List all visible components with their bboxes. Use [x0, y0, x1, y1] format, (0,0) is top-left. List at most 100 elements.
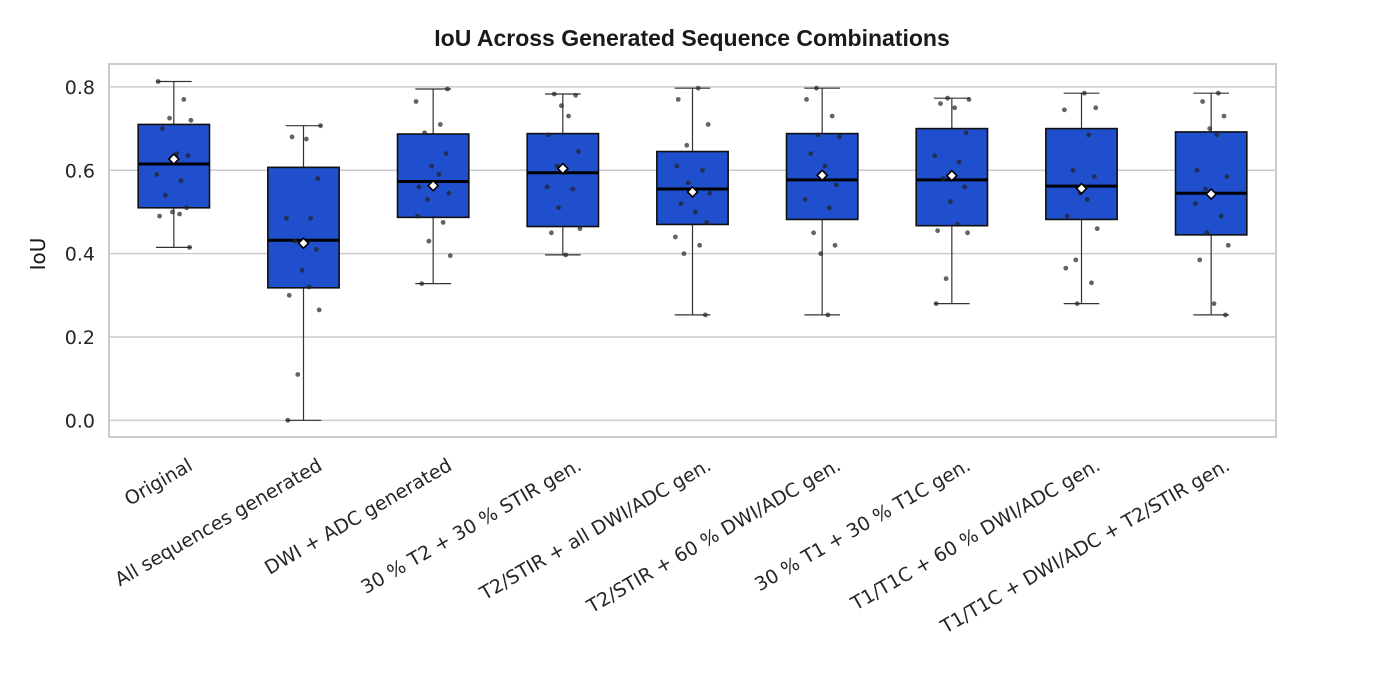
x-tick-label: 30 % T2 + 30 % STIR gen. — [357, 454, 585, 598]
data-point — [157, 213, 162, 219]
data-point — [292, 238, 298, 244]
data-point — [1074, 301, 1080, 307]
data-point — [829, 113, 835, 119]
iqr-box — [785, 132, 859, 221]
data-point — [804, 97, 809, 102]
data-point — [943, 276, 949, 282]
data-point — [702, 312, 708, 318]
data-point — [952, 105, 958, 111]
box-group — [1045, 90, 1118, 307]
x-tick-label: T2/STIR + 60 % DWI/ADC gen. — [582, 454, 844, 618]
data-point — [443, 151, 449, 157]
data-point — [945, 95, 950, 101]
data-point — [938, 101, 943, 106]
data-point — [955, 222, 960, 227]
data-point — [436, 172, 442, 177]
iqr-box — [137, 123, 211, 209]
data-point — [832, 242, 838, 248]
chart-title: IoU Across Generated Sequence Combinatio… — [434, 25, 950, 51]
data-point — [185, 153, 191, 159]
iqr-box — [1174, 131, 1248, 236]
data-point — [570, 186, 576, 192]
data-point — [940, 176, 946, 182]
mean-marker — [556, 162, 569, 175]
data-point — [426, 238, 432, 244]
data-point — [1084, 197, 1090, 202]
data-point — [1089, 280, 1094, 286]
x-tick-label: T2/STIR + all DWI/ADC gen. — [475, 454, 715, 605]
data-point — [815, 132, 821, 138]
mean-marker — [427, 179, 440, 192]
data-point — [1225, 242, 1231, 248]
y-axis-label: IoU — [26, 238, 50, 271]
data-point — [425, 197, 430, 202]
iqr-box — [267, 166, 340, 289]
data-point — [447, 253, 453, 259]
mean-marker — [686, 185, 699, 199]
data-point — [1204, 230, 1210, 236]
data-point — [1224, 174, 1230, 179]
mean-marker — [816, 169, 829, 182]
data-point — [1061, 107, 1067, 113]
data-point — [549, 230, 554, 236]
data-point — [1221, 113, 1227, 119]
data-point — [1203, 186, 1208, 192]
data-point — [416, 184, 422, 190]
data-point — [1215, 90, 1221, 96]
box-group — [1174, 90, 1248, 318]
box-group — [656, 85, 729, 318]
data-point — [566, 113, 571, 119]
data-point — [285, 417, 291, 423]
mean-marker — [945, 169, 958, 182]
data-point — [692, 209, 698, 215]
data-point — [546, 132, 551, 138]
data-point — [1064, 213, 1070, 219]
data-point — [1093, 105, 1099, 111]
data-point — [948, 199, 953, 204]
data-point — [1193, 201, 1198, 207]
mean-marker — [297, 237, 310, 250]
data-point — [181, 97, 187, 102]
y-axis-ticks: 0.0 0.2 0.4 0.6 0.8 — [65, 77, 95, 432]
data-point — [419, 281, 425, 287]
y-tick-label: 0.6 — [65, 160, 95, 182]
data-point — [672, 234, 678, 240]
data-point — [963, 130, 969, 136]
data-point — [563, 252, 569, 258]
data-point — [697, 242, 703, 248]
data-point — [313, 247, 319, 252]
data-point — [1070, 167, 1076, 173]
box-group — [137, 79, 211, 250]
data-point — [695, 85, 701, 91]
x-tick-label: 30 % T1 + 30 % T1C gen. — [751, 454, 974, 596]
data-point — [316, 307, 322, 313]
data-point — [1207, 126, 1213, 131]
y-tick-label: 0.2 — [65, 327, 95, 349]
data-point — [933, 301, 939, 307]
data-point — [167, 115, 172, 121]
data-point — [685, 180, 691, 186]
data-point — [1063, 265, 1069, 271]
data-point — [1091, 174, 1097, 179]
data-point — [318, 123, 324, 129]
data-point — [965, 230, 970, 236]
data-point — [155, 79, 161, 84]
data-point — [415, 213, 420, 219]
data-point — [935, 228, 940, 234]
mean-marker — [1075, 182, 1088, 195]
plot-frame — [108, 63, 1277, 438]
mean-marker — [1205, 187, 1218, 201]
data-point — [678, 201, 684, 207]
data-point — [932, 153, 938, 159]
box-group — [785, 85, 859, 318]
data-point — [295, 372, 301, 377]
x-tick-label: T1/T1C + 60 % DWI/ADC gen. — [847, 454, 1104, 615]
data-point — [681, 251, 687, 257]
data-point — [544, 184, 550, 190]
data-point — [286, 292, 292, 298]
y-tick-label: 0.0 — [65, 410, 95, 432]
data-point — [577, 226, 583, 232]
box-group — [526, 91, 600, 258]
data-point — [188, 117, 194, 123]
data-point — [1073, 257, 1079, 263]
